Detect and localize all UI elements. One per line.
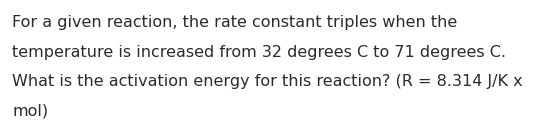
Text: What is the activation energy for this reaction? (R = 8.314 J/K x: What is the activation energy for this r… (12, 74, 523, 89)
Text: For a given reaction, the rate constant triples when the: For a given reaction, the rate constant … (12, 15, 458, 30)
Text: mol): mol) (12, 104, 49, 119)
Text: temperature is increased from 32 degrees C to 71 degrees C.: temperature is increased from 32 degrees… (12, 45, 506, 60)
